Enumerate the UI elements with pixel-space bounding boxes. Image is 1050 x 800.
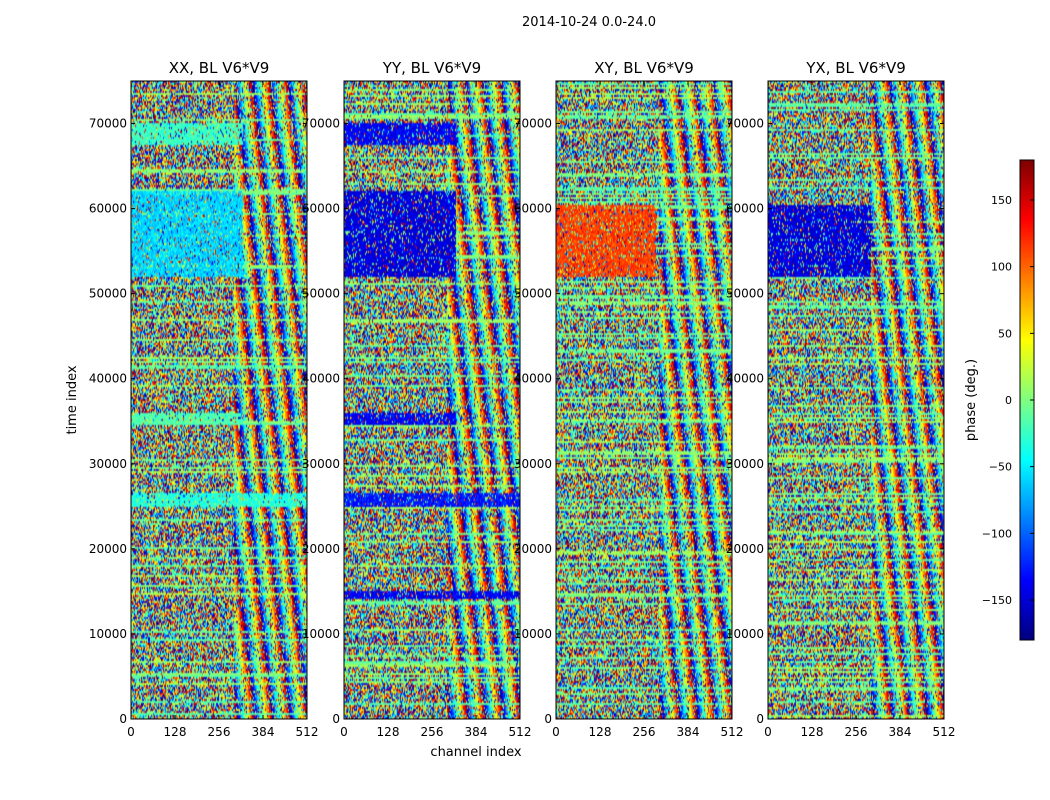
x-axis-label: channel index bbox=[430, 745, 521, 760]
x-tick-label: 384 bbox=[677, 725, 700, 739]
y-tick-label: 70000 bbox=[302, 117, 340, 131]
y-axis-label: time index bbox=[65, 365, 80, 434]
heatmap-image bbox=[344, 81, 520, 719]
y-tick-label: 70000 bbox=[726, 117, 764, 131]
y-tick-label: 60000 bbox=[302, 202, 340, 216]
y-tick-label: 60000 bbox=[89, 202, 127, 216]
y-tick-label: 50000 bbox=[726, 287, 764, 301]
heatmap-panel-2: YY, BL V6*V9 0 128 256 384 512 0 10000 20000 3000… bbox=[302, 59, 532, 739]
heatmap-panel-4: YX, BL V6*V9 0 128 256 384 512 0 10000 20000 3000… bbox=[726, 59, 956, 739]
y-tick-label: 10000 bbox=[302, 627, 340, 641]
colorbar-label: phase (deg.) bbox=[964, 359, 979, 441]
y-tick-label: 10000 bbox=[726, 627, 764, 641]
colorbar-tick-label: −150 bbox=[982, 594, 1012, 607]
colorbar-tick-label: 0 bbox=[1005, 394, 1012, 407]
heatmap-image bbox=[556, 81, 732, 719]
panel-title: YY, BL V6*V9 bbox=[382, 59, 481, 77]
x-tick-label: 512 bbox=[509, 725, 532, 739]
x-tick-label: 128 bbox=[377, 725, 400, 739]
y-tick-label: 40000 bbox=[89, 372, 127, 386]
y-tick-label: 0 bbox=[119, 712, 127, 726]
y-tick-label: 70000 bbox=[514, 117, 552, 131]
heatmap-image bbox=[131, 81, 307, 719]
heatmap-panels: XX, BL V6*V9 0 128 256 384 512 0 10000 20000 3000… bbox=[89, 59, 956, 739]
x-tick-label: 256 bbox=[208, 725, 231, 739]
heatmap-panel-3: XY, BL V6*V9 0 128 256 384 512 0 10000 20000 3000… bbox=[514, 59, 744, 739]
x-tick-label: 512 bbox=[721, 725, 744, 739]
y-tick-label: 0 bbox=[332, 712, 340, 726]
y-tick-label: 10000 bbox=[514, 627, 552, 641]
panel-title: XX, BL V6*V9 bbox=[169, 59, 270, 77]
x-tick-label: 256 bbox=[845, 725, 868, 739]
y-tick-label: 60000 bbox=[514, 202, 552, 216]
x-tick-label: 256 bbox=[421, 725, 444, 739]
x-tick-label: 0 bbox=[127, 725, 135, 739]
x-tick-label: 0 bbox=[764, 725, 772, 739]
y-tick-label: 20000 bbox=[726, 542, 764, 556]
y-tick-label: 70000 bbox=[89, 117, 127, 131]
y-tick-label: 50000 bbox=[302, 287, 340, 301]
y-tick-label: 50000 bbox=[514, 287, 552, 301]
x-tick-label: 384 bbox=[252, 725, 275, 739]
x-tick-label: 384 bbox=[889, 725, 912, 739]
y-tick-label: 40000 bbox=[726, 372, 764, 386]
panel-title: YX, BL V6*V9 bbox=[805, 59, 906, 77]
y-tick-label: 20000 bbox=[302, 542, 340, 556]
colorbar-tick-label: 150 bbox=[991, 194, 1012, 207]
y-tick-label: 10000 bbox=[89, 627, 127, 641]
y-tick-label: 50000 bbox=[89, 287, 127, 301]
y-tick-label: 60000 bbox=[726, 202, 764, 216]
colorbar-tick-label: 50 bbox=[998, 327, 1012, 340]
y-tick-label: 20000 bbox=[89, 542, 127, 556]
x-tick-label: 128 bbox=[589, 725, 612, 739]
colorbar-ticks: 150 100 50 0 −50 −100 −150 bbox=[982, 194, 1034, 607]
panel-title: XY, BL V6*V9 bbox=[594, 59, 694, 77]
y-tick-label: 40000 bbox=[514, 372, 552, 386]
y-tick-label: 30000 bbox=[514, 457, 552, 471]
colorbar-tick-label: −100 bbox=[982, 527, 1012, 540]
y-tick-label: 30000 bbox=[89, 457, 127, 471]
y-tick-label: 40000 bbox=[302, 372, 340, 386]
colorbar-tick-label: 100 bbox=[991, 261, 1012, 274]
heatmap-panel-1: XX, BL V6*V9 0 128 256 384 512 0 10000 20000 3000… bbox=[89, 59, 319, 739]
figure-suptitle: 2014-10-24 0.0-24.0 bbox=[522, 15, 656, 30]
x-tick-label: 512 bbox=[296, 725, 319, 739]
heatmap-image bbox=[768, 81, 944, 719]
colorbar-tick-label: −50 bbox=[989, 461, 1012, 474]
colorbar: 150 100 50 0 −50 −100 −150 phase (deg.) bbox=[964, 159, 1035, 641]
y-tick-label: 30000 bbox=[302, 457, 340, 471]
y-tick-label: 30000 bbox=[726, 457, 764, 471]
x-tick-label: 128 bbox=[164, 725, 187, 739]
y-tick-label: 0 bbox=[756, 712, 764, 726]
y-tick-label: 20000 bbox=[514, 542, 552, 556]
x-tick-label: 0 bbox=[340, 725, 348, 739]
y-tick-label: 0 bbox=[544, 712, 552, 726]
x-tick-label: 256 bbox=[633, 725, 656, 739]
x-tick-label: 512 bbox=[933, 725, 956, 739]
x-tick-label: 384 bbox=[465, 725, 488, 739]
x-tick-label: 128 bbox=[801, 725, 824, 739]
x-tick-label: 0 bbox=[552, 725, 560, 739]
